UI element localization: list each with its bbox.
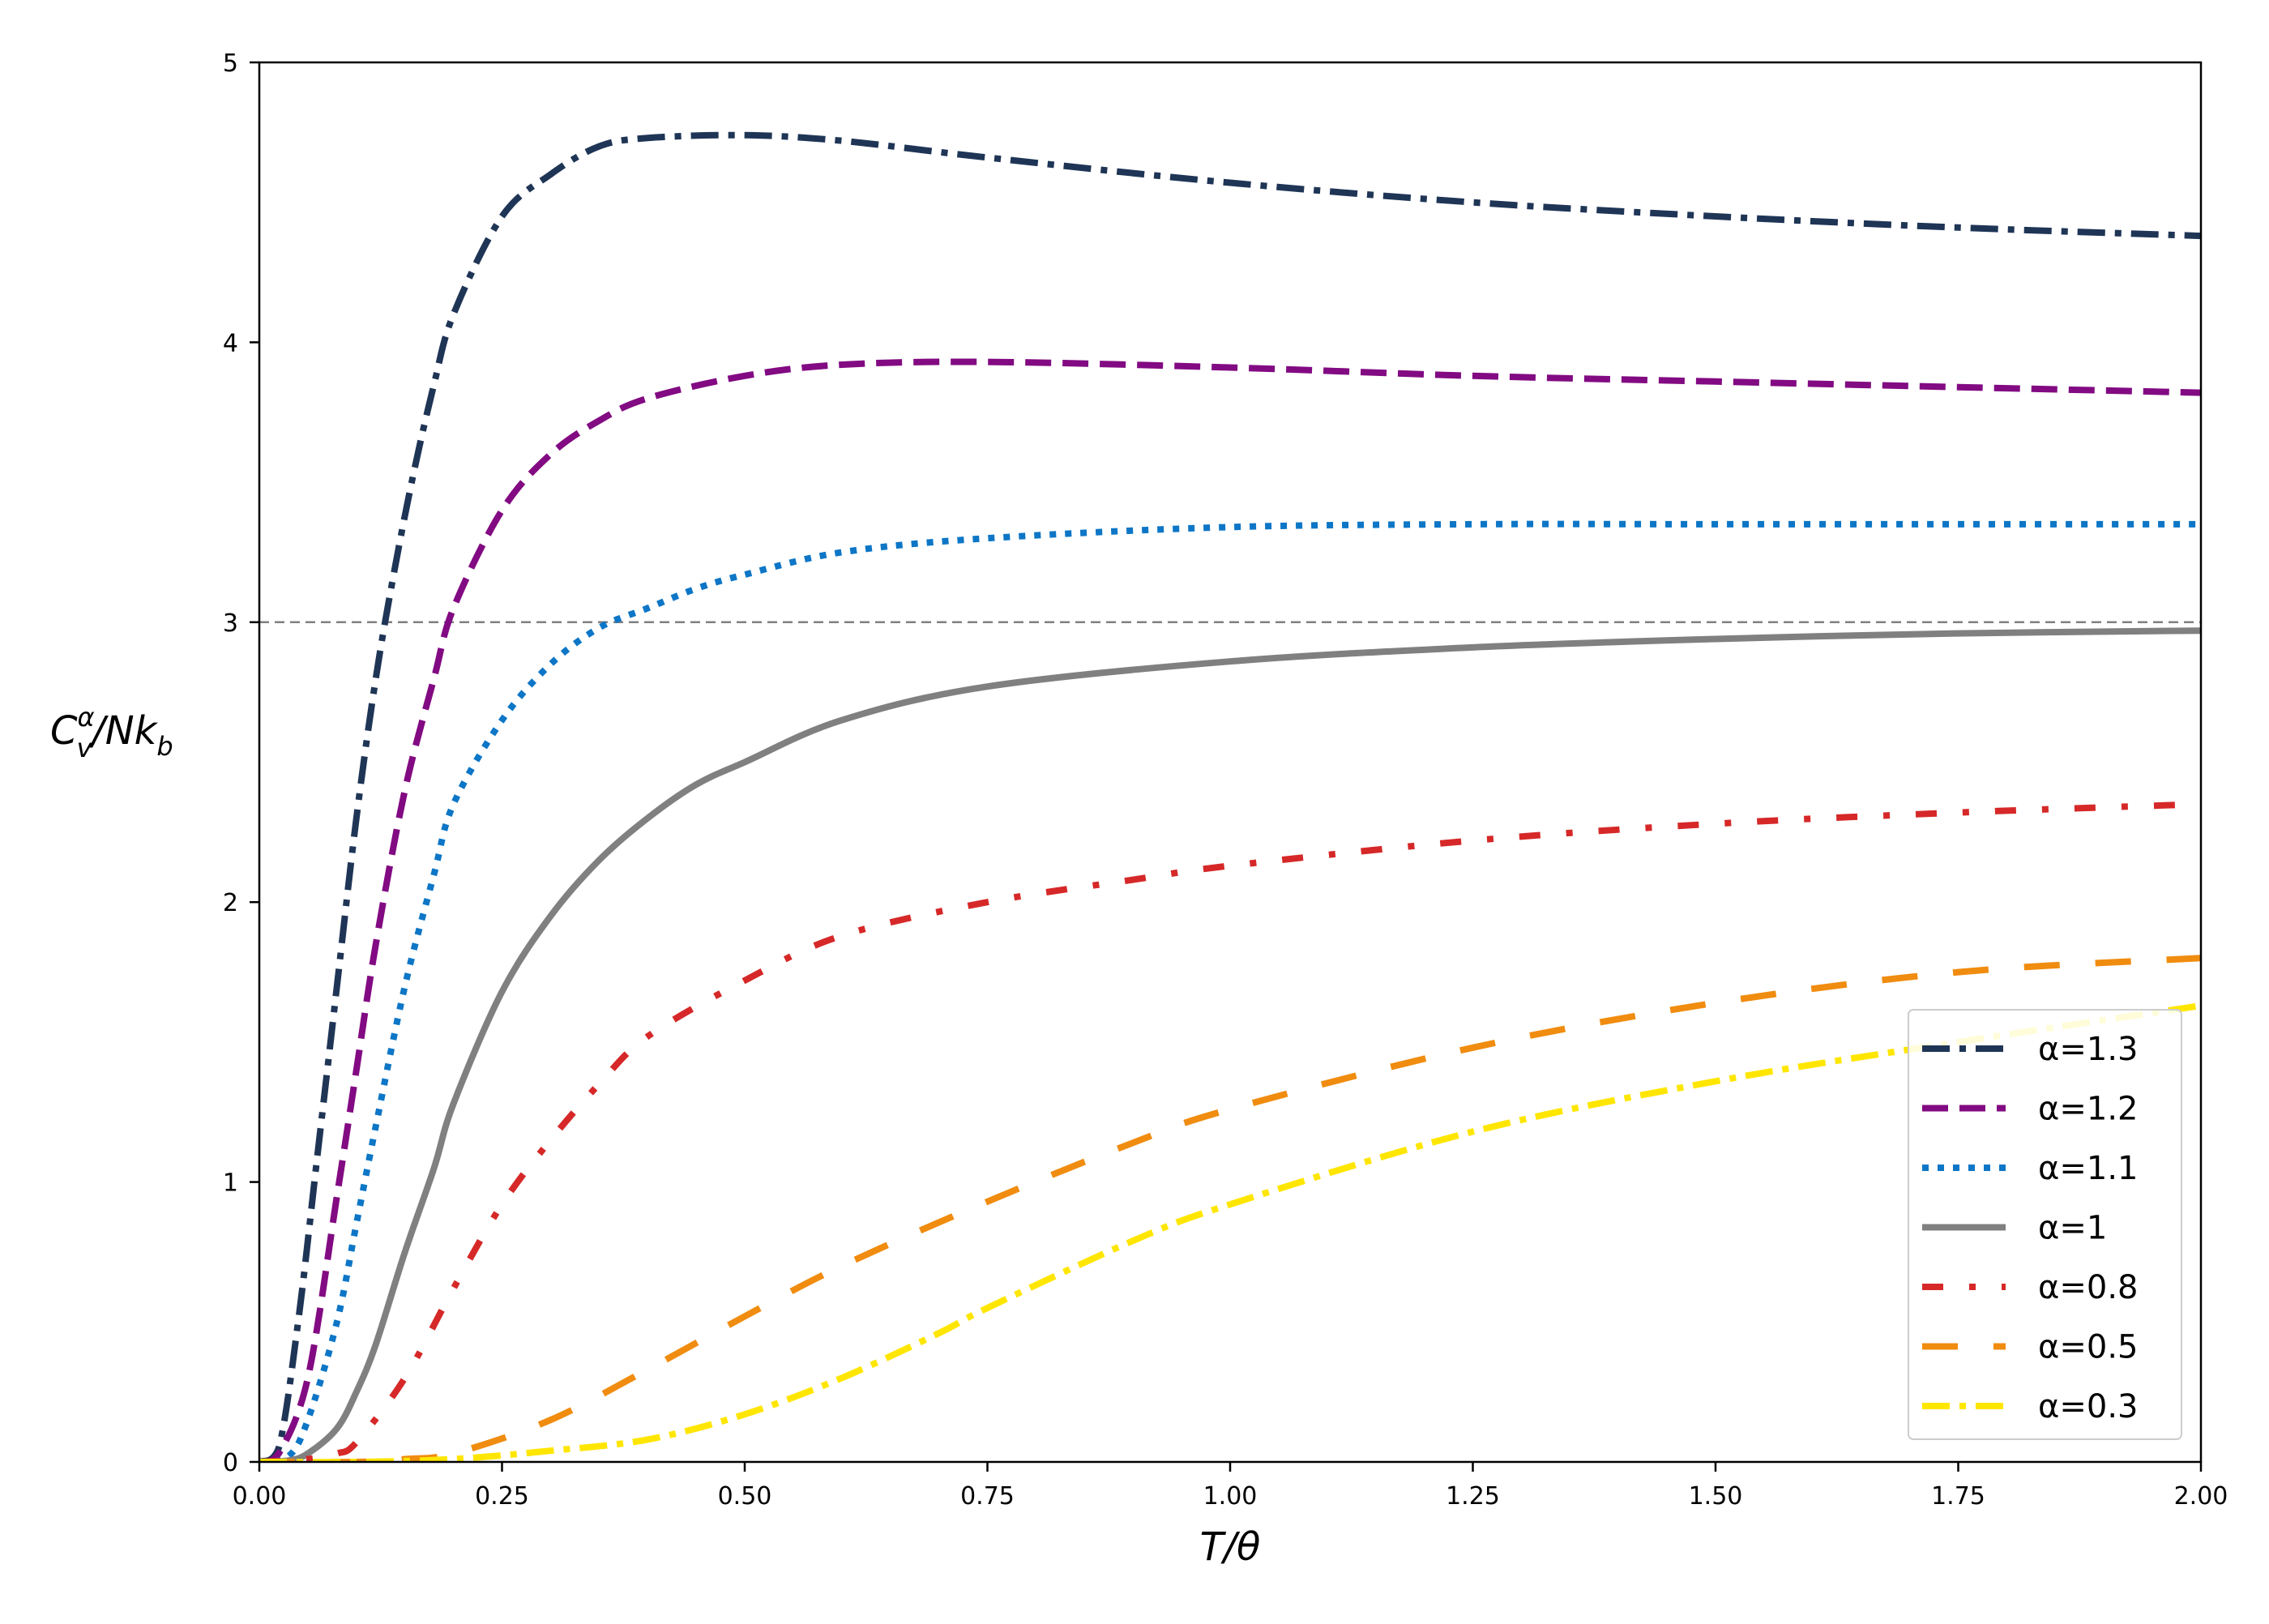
legend-label: α=0.3 — [2038, 1388, 2139, 1425]
x-tick-label: 1.50 — [1689, 1482, 1743, 1511]
series-line — [259, 131, 2201, 1462]
y-tick-label: 0 — [223, 1449, 238, 1477]
x-axis: 0.00 0.25 0.50 0.75 1.00 1.25 1.50 1.75 2.00 — [233, 1462, 2228, 1511]
y-tick-label: 2 — [223, 889, 238, 917]
legend-label: α=1 — [2038, 1210, 2107, 1247]
x-tick-label: 2.00 — [2174, 1482, 2228, 1511]
y-axis: 0 1 2 3 4 5 — [223, 49, 259, 1477]
legend-label: α=1.3 — [2038, 1031, 2139, 1068]
x-tick-label: 1.00 — [1203, 1482, 1258, 1511]
series-layer — [259, 131, 2201, 1462]
series-line — [259, 358, 2201, 1462]
legend-box — [1908, 1009, 2182, 1440]
legend: α=1.3 α=1.2 α=1.1 α=1 α=0.8 α=0.5 α=0.3 — [1908, 1009, 2182, 1440]
y-tick-label: 5 — [223, 49, 238, 78]
series-line — [259, 801, 2201, 1462]
legend-label: α=0.5 — [2038, 1329, 2139, 1366]
x-tick-label: 1.25 — [1446, 1482, 1500, 1511]
x-tick-label: 0.25 — [475, 1482, 529, 1511]
series-line — [259, 627, 2201, 1462]
y-tick-label: 1 — [223, 1169, 238, 1198]
series-line — [259, 520, 2201, 1462]
x-axis-label: T/θ — [1200, 1524, 1261, 1570]
x-tick-label: 0.50 — [718, 1482, 772, 1511]
x-tick-label: 0.75 — [960, 1482, 1015, 1511]
legend-label: α=1.1 — [2038, 1150, 2139, 1187]
legend-label: α=1.2 — [2038, 1091, 2139, 1128]
legend-label: α=0.8 — [2038, 1269, 2139, 1306]
y-tick-label: 3 — [223, 609, 238, 638]
x-tick-label: 1.75 — [1931, 1482, 1985, 1511]
series-line — [259, 1002, 2201, 1462]
y-axis-label: Cα v/Nkb — [50, 702, 173, 763]
x-tick-label: 0.00 — [233, 1482, 287, 1511]
series-line — [259, 955, 2201, 1462]
y-tick-label: 4 — [223, 329, 238, 357]
